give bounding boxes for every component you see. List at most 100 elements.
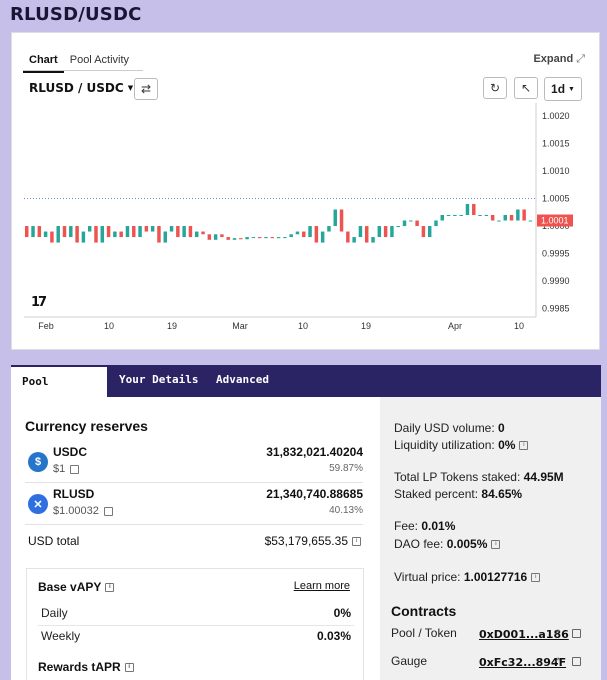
info-icon[interactable]: i [519, 441, 529, 451]
tab-advanced[interactable]: Advanced [216, 373, 269, 386]
candle [81, 231, 86, 243]
candle [195, 231, 199, 238]
candle [377, 226, 382, 238]
x-tick-label: Feb [38, 321, 54, 331]
candle [308, 226, 312, 238]
dao-fee-label: DAO fee: [394, 537, 444, 551]
candle [415, 220, 419, 227]
refresh-icon: ↻ [489, 81, 501, 95]
info-icon[interactable]: i [531, 573, 541, 583]
refresh-button[interactable]: ↻ [483, 77, 507, 99]
tab-pool-activity[interactable]: Pool Activity [69, 54, 130, 66]
rewards-tapr-label: Rewards tAPR [38, 660, 121, 674]
candle [163, 231, 167, 243]
expand-label: Expand [533, 53, 574, 65]
expand-button[interactable]: Expand ⤢ [533, 53, 585, 66]
info-icon[interactable]: i [105, 583, 115, 593]
candle [25, 226, 29, 238]
daily-volume-stat: Daily USD volume: 0 [394, 421, 505, 435]
period-selector[interactable]: 1d ▼ [544, 77, 582, 101]
tradingview-logo-icon: 17 [31, 295, 47, 310]
divider [38, 625, 354, 626]
staked-percent-label: Staked percent: [394, 487, 479, 501]
base-vapy-label: Base vAPY [38, 580, 102, 594]
candle [157, 226, 161, 243]
candle [427, 226, 432, 238]
learn-more-link[interactable]: Learn more [293, 580, 350, 592]
pair-selector[interactable]: RLUSD / USDC ▼ [29, 81, 133, 95]
candle [106, 226, 111, 238]
candle [239, 238, 243, 240]
contract-link-gauge[interactable]: 0xFc32...894F [479, 656, 567, 669]
tab-chart[interactable]: Chart [23, 52, 64, 73]
candle [421, 226, 426, 238]
candle [490, 215, 495, 221]
coin-amount: 31,832,021.40204 [266, 445, 363, 459]
candle [409, 220, 413, 222]
price-chart[interactable]: 1.00201.00151.00101.00051.00000.99950.99… [12, 33, 601, 351]
info-icon[interactable]: i [352, 537, 361, 547]
candle [453, 215, 457, 216]
candle [276, 237, 281, 239]
usd-total-label: USD total [28, 534, 80, 548]
copy-icon[interactable] [70, 464, 80, 474]
candle [113, 231, 117, 238]
candle [245, 237, 249, 240]
copy-icon[interactable] [103, 506, 113, 516]
candle [43, 231, 48, 238]
coin-price: $1 [53, 463, 80, 475]
candle [402, 220, 407, 227]
daily-volume-value: 0 [498, 421, 505, 435]
contract-link-pool[interactable]: 0xD001...a186 [479, 628, 569, 641]
chart-tabs: Chart Pool Activity [23, 52, 135, 73]
external-link-icon[interactable]: ↗ [553, 627, 561, 637]
candle [396, 226, 400, 228]
virtual-price-label: Virtual price: [394, 570, 461, 584]
tab-pool-details[interactable]: Pool Details [11, 365, 107, 418]
lp-staked-stat: Total LP Tokens staked: 44.95M [394, 470, 564, 484]
candle [257, 237, 262, 239]
x-tick-label: 19 [361, 321, 371, 331]
candle [226, 237, 230, 240]
candle [213, 234, 218, 240]
period-label: 1d [551, 82, 566, 96]
swap-icon: ⇄ [140, 82, 152, 96]
candle [176, 226, 180, 238]
chevron-down-icon: ▼ [568, 85, 575, 93]
rewards-tapr-title: Rewards tAPR i [38, 660, 134, 674]
details-tab-bar: Pool Details Your Details Advanced [11, 365, 601, 418]
candle [365, 226, 369, 243]
chevron-down-icon: ▼ [127, 84, 134, 92]
y-tick-label: 1.0015 [542, 138, 570, 148]
candle [440, 215, 445, 221]
external-link-icon[interactable]: ↗ [553, 655, 561, 665]
swap-pair-button[interactable]: ⇄ [134, 78, 158, 100]
candle [207, 234, 212, 240]
candle [220, 234, 224, 238]
candle [37, 226, 42, 238]
last-price-label: 1.0001 [541, 216, 569, 226]
copy-icon[interactable] [572, 657, 581, 666]
info-icon[interactable]: i [491, 540, 501, 550]
candle [434, 220, 438, 227]
candle [100, 226, 105, 243]
last-price-tag [537, 214, 573, 227]
info-icon[interactable]: i [124, 663, 134, 673]
x-tick-label: 10 [104, 321, 114, 331]
virtual-price-value: 1.00127716 [463, 570, 528, 584]
cursor-button[interactable]: ↖ [514, 77, 538, 99]
candle [138, 226, 142, 238]
candle [201, 231, 205, 235]
y-tick-label: 1.0005 [542, 193, 570, 203]
usd-total-amount: $53,179,655.35 [264, 534, 348, 548]
x-tick-label: 10 [298, 321, 308, 331]
divider [25, 482, 363, 483]
tab-your-details[interactable]: Your Details [119, 373, 199, 386]
coin-percent: 59.87% [329, 463, 363, 474]
candle [144, 226, 149, 232]
copy-icon[interactable] [572, 629, 581, 638]
candle [446, 215, 451, 216]
candle [516, 209, 520, 221]
candle [50, 231, 54, 243]
pool-stats-panel: Daily USD volume: 0 Liquidity utilizatio… [380, 397, 601, 680]
